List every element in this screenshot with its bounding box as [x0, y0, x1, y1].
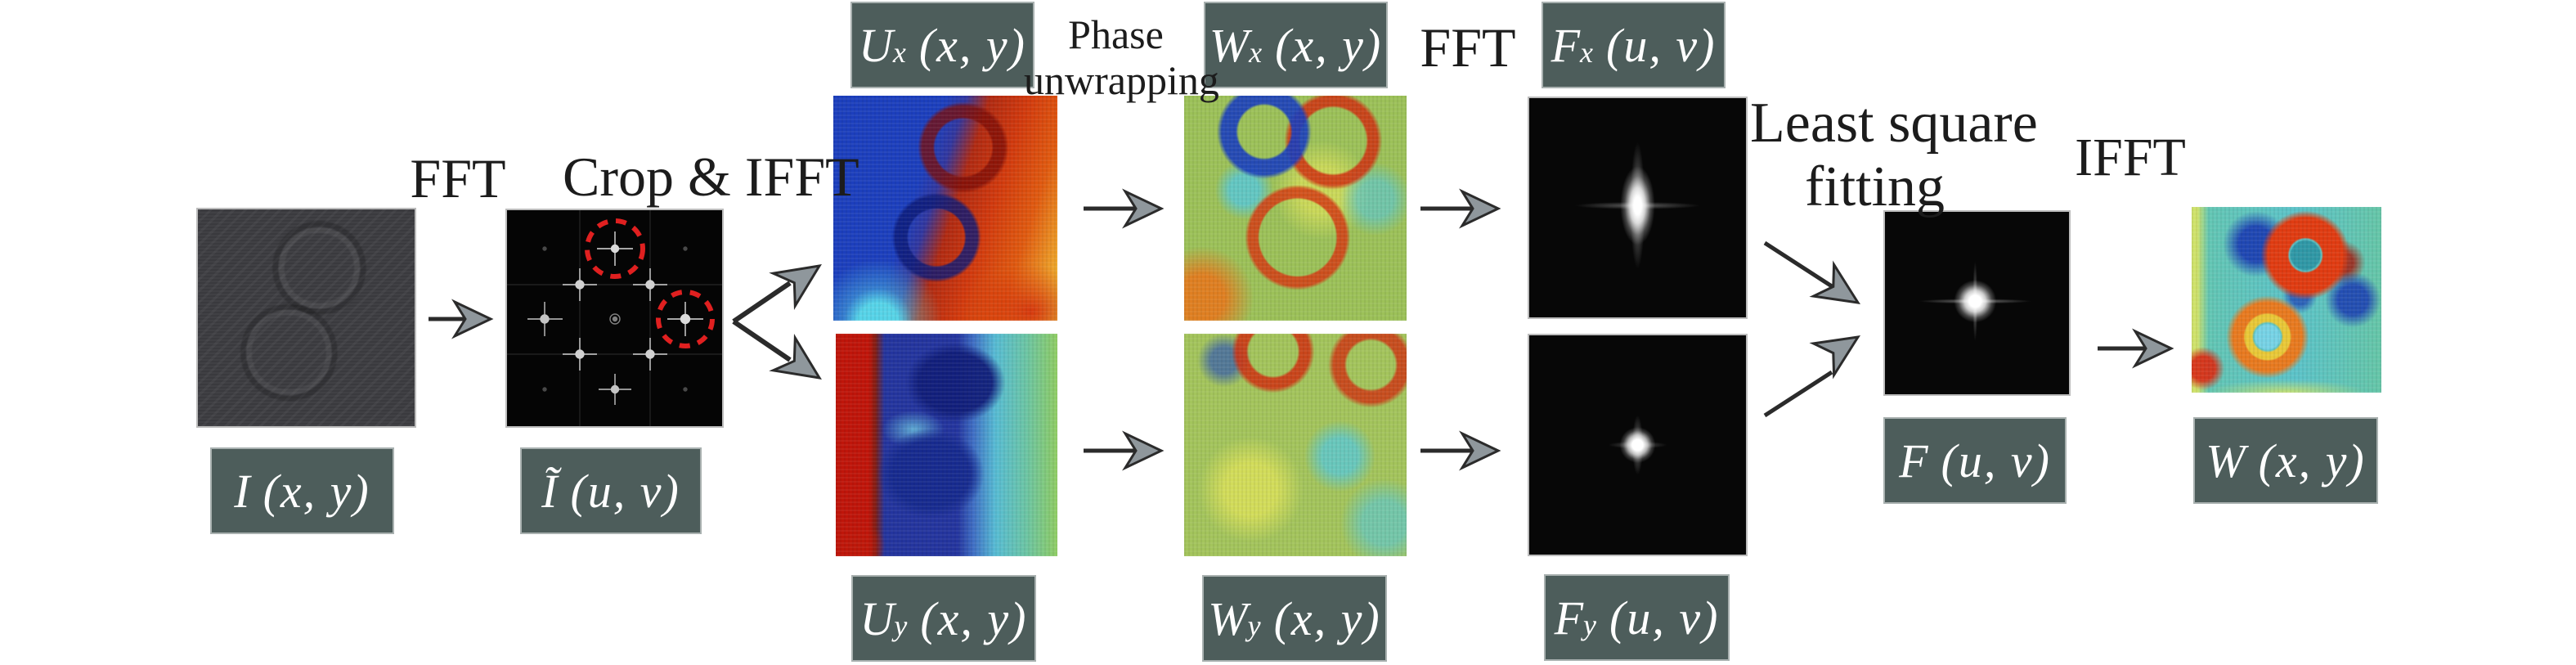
- spectrum-order-dot: [599, 374, 631, 405]
- unwrapped-phase-x-image: [1184, 96, 1407, 321]
- spectrum-order-dot: [563, 268, 597, 301]
- label-fx-symbol: F: [1551, 18, 1581, 72]
- spectrum-order-dot: [527, 302, 563, 336]
- wrapped-phase-y-image: [836, 334, 1057, 556]
- label-wy-symbol: W: [1208, 591, 1248, 645]
- spectrum-order-dot: [563, 338, 597, 371]
- arrow-fft-1: [429, 299, 494, 339]
- selected-order-circle-upper: [585, 218, 645, 279]
- label-f-symbol: F: [1899, 434, 1928, 488]
- label-fy-symbol: F: [1554, 591, 1584, 645]
- label-uy-symbol: U: [859, 591, 895, 645]
- arrow-fft-y: [1420, 430, 1501, 471]
- label-i-tilde-symbol: Ĩ: [541, 464, 558, 518]
- label-ux-symbol: U: [859, 18, 893, 72]
- spectrum-order-dot: [597, 231, 633, 266]
- label-w: W (x, y): [2193, 417, 2378, 504]
- step-phase-unwrapping: Phase unwrapping: [1024, 11, 1219, 103]
- label-f: F (u, v): [1883, 417, 2067, 504]
- arrow-ifft: [2098, 328, 2174, 369]
- fourier-spectrum-image: [505, 209, 724, 428]
- spectrum-order-dot: [609, 313, 621, 325]
- arrow-branch-lower: [732, 319, 822, 380]
- arrow-unwrap-y: [1084, 430, 1165, 471]
- interferogram-image: [196, 208, 416, 428]
- arrow-fit-lower: [1763, 335, 1861, 418]
- fft-x-spectrum-image: [1528, 97, 1748, 319]
- step-fft-2: FFT: [1420, 16, 1516, 79]
- selected-order-circle-right: [656, 290, 715, 348]
- fft-y-spectrum-image: [1528, 334, 1748, 556]
- wrapped-phase-x-image: [833, 96, 1057, 321]
- label-i-tilde: Ĩ (u, v): [520, 447, 702, 534]
- step-fft-1: FFT: [410, 147, 506, 209]
- step-least-square-fitting: Least square fitting: [1750, 92, 2038, 219]
- arrow-unwrap-x: [1084, 188, 1165, 229]
- fitted-spectrum-image: [1883, 210, 2071, 396]
- reconstructed-wavefront-image: [2192, 207, 2381, 393]
- spectrum-order-dot: [667, 302, 703, 336]
- step-ifft: IFFT: [2075, 128, 2186, 187]
- spectrum-order-dot: [542, 246, 688, 392]
- unwrapped-phase-y-image: [1184, 334, 1407, 556]
- arrow-branch-upper: [732, 263, 822, 324]
- label-i: I (x, y): [210, 447, 394, 534]
- step-crop-ifft: Crop & IFFT: [563, 146, 859, 208]
- label-w-symbol: W: [2206, 434, 2246, 488]
- label-i-symbol: I: [234, 464, 250, 518]
- spectrum-order-dot: [633, 338, 667, 371]
- arrow-fft-x: [1420, 188, 1501, 229]
- arrow-fit-upper: [1763, 240, 1861, 304]
- spectrum-order-dot: [633, 268, 667, 301]
- label-wx-symbol: W: [1209, 18, 1250, 72]
- spectrum-dots-graphic: [507, 210, 722, 426]
